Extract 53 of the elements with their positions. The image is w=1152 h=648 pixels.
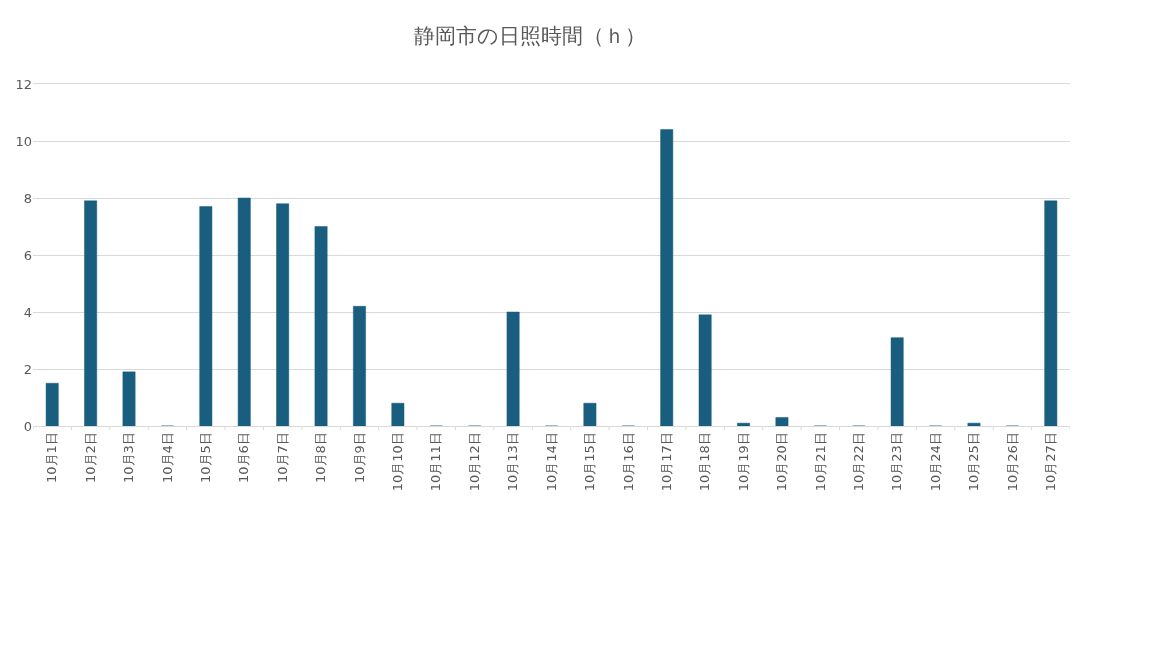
x-tick-label: 10月6日 (236, 432, 252, 484)
y-tick-label: 2 (23, 361, 32, 377)
x-tick-label: 10月25日 (966, 432, 982, 492)
x-tick-label: 10月12日 (466, 432, 482, 492)
bar (237, 197, 251, 426)
bar (45, 383, 59, 426)
x-tick-label: 10月16日 (620, 432, 636, 492)
bar (276, 203, 290, 426)
x-tick-label: 10月13日 (505, 432, 521, 492)
bar (737, 422, 750, 426)
x-tick-label: 10月9日 (351, 432, 367, 484)
x-tick-label: 10月21日 (812, 432, 828, 492)
bar (775, 417, 789, 426)
x-tick-label: 10月4日 (159, 432, 175, 484)
x-tick-label: 10月26日 (1004, 432, 1020, 492)
x-tick-label: 10月24日 (927, 432, 943, 492)
x-tick-label: 10月8日 (313, 432, 329, 484)
x-tick-label: 10月22日 (850, 432, 866, 492)
bar (583, 402, 597, 426)
y-tick-label: 10 (15, 133, 32, 149)
chart-title: 静岡市の日照時間（ｈ） (413, 23, 646, 48)
y-tick-label: 0 (23, 418, 32, 434)
x-tick-label: 10月20日 (774, 432, 790, 492)
x-tick-label: 10月2日 (82, 432, 98, 484)
bar (967, 422, 981, 426)
x-tick-label: 10月1日 (44, 432, 60, 484)
bar (660, 129, 674, 426)
bar (391, 402, 405, 426)
bar (122, 371, 136, 426)
bar (698, 314, 712, 426)
x-tick-label: 10月7日 (274, 432, 290, 484)
bar (890, 337, 904, 426)
x-tick-label: 10月17日 (658, 432, 674, 492)
x-tick-label: 10月23日 (889, 432, 905, 492)
x-tick-label: 10月15日 (582, 432, 598, 492)
y-tick-label: 12 (15, 76, 32, 92)
x-tick-label: 10月5日 (198, 432, 214, 484)
y-tick-label: 8 (23, 190, 32, 206)
x-tick-label: 10月18日 (697, 432, 713, 492)
x-tick-label: 10月14日 (543, 432, 559, 492)
x-tick-label: 10月3日 (121, 432, 137, 484)
x-tick-label: 10月19日 (735, 432, 751, 492)
x-tick-label: 10月27日 (1043, 432, 1059, 492)
bar (84, 200, 98, 426)
bar (506, 311, 520, 426)
y-tick-label: 4 (23, 304, 32, 320)
bar (199, 206, 213, 426)
bar (314, 226, 328, 426)
bar (1044, 200, 1058, 426)
x-tick-label: 10月11日 (428, 432, 444, 492)
bar (353, 306, 366, 426)
y-tick-label: 6 (23, 247, 32, 263)
x-tick-label: 10月10日 (390, 432, 406, 492)
